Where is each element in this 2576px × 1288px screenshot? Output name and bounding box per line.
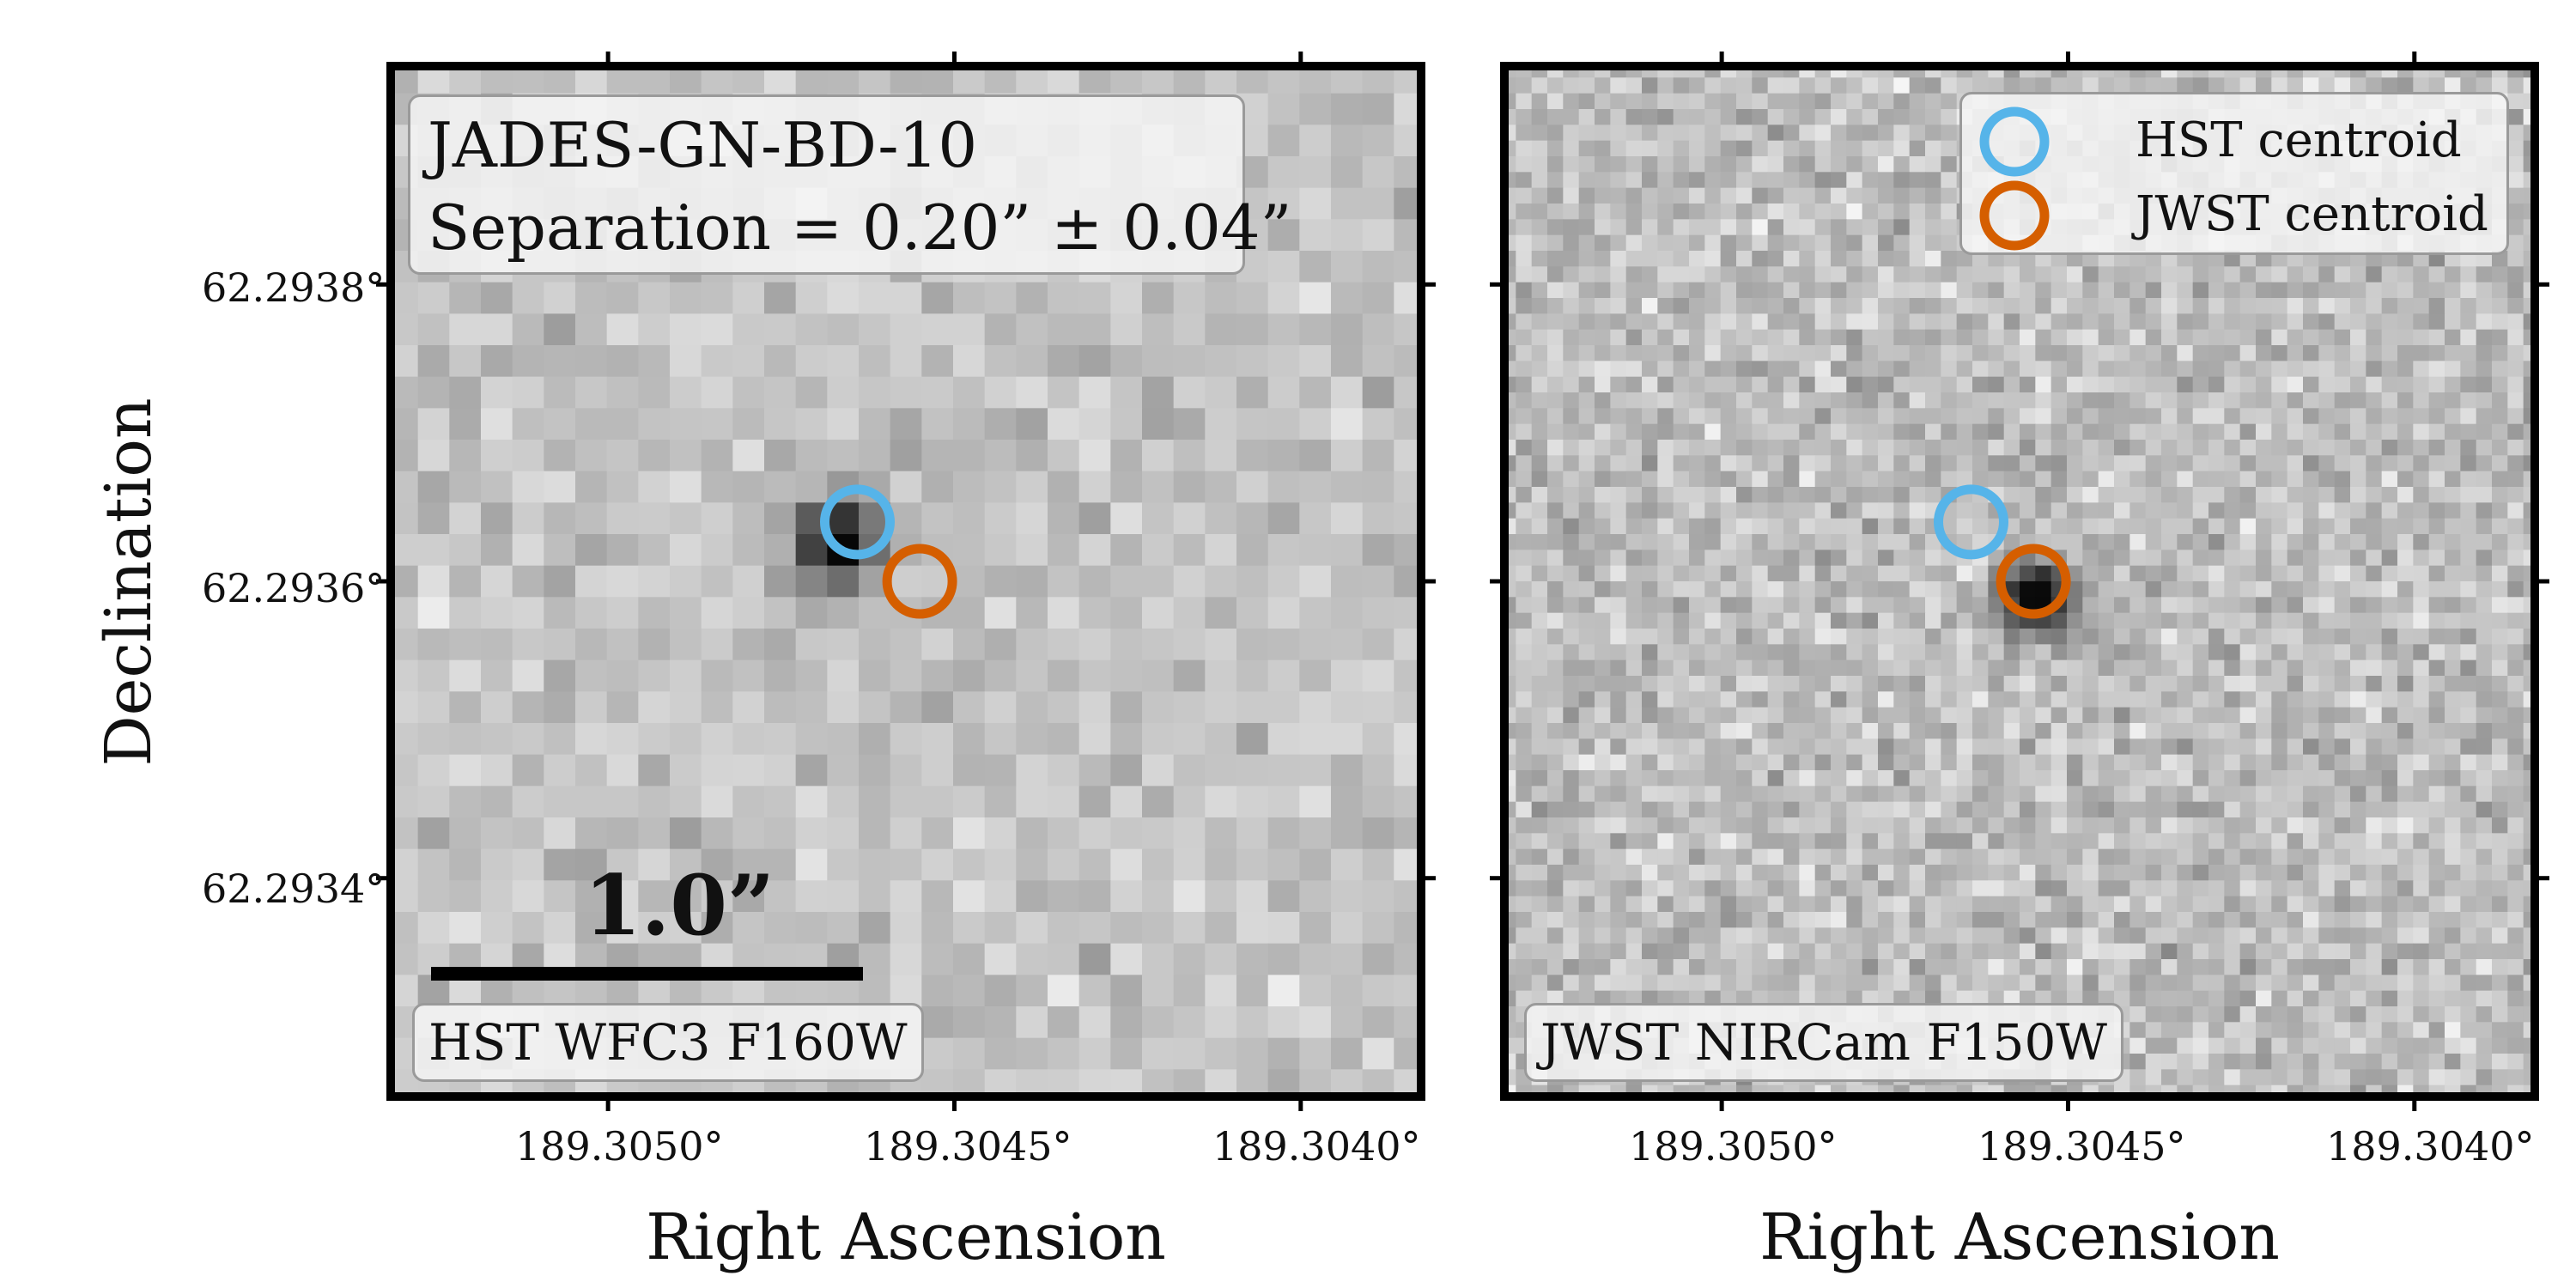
scalebar-label: 1.0” [584,857,775,954]
legend-label-jwst: JWST centroid [2136,186,2488,242]
hst-centroid-marker-icon [1979,106,2050,177]
x-tick-label: 189.3040° [2326,1123,2535,1170]
y-tick-label: 62.2934° [202,866,386,912]
jwst-centroid-marker [1996,544,2071,619]
y-tick-label: 62.2938° [202,264,386,311]
x-tick-label: 189.3050° [515,1123,724,1170]
x-tick-label: 189.3045° [1978,1123,2186,1170]
hst-centroid-marker [820,484,895,560]
jwst-centroid-marker [882,544,957,619]
hst-instrument-label: HST WFC3 F160W [412,1003,924,1082]
jwst-centroid-marker-icon [1979,180,2050,251]
jwst-instrument-label: JWST NIRCam F150W [1524,1003,2124,1082]
x-tick-label: 189.3050° [1629,1123,1838,1170]
scalebar [431,967,863,981]
x-axis-title-right: Right Ascension [1759,1200,2280,1274]
y-axis-title: Declination [92,398,166,767]
separation-text: Separation = 0.20” ± 0.04” [428,191,1292,264]
title-box: JADES-GN-BD-10 Separation = 0.20” ± 0.04… [408,94,1292,275]
x-tick-label: 189.3045° [864,1123,1072,1170]
legend-label-hst: HST centroid [2136,112,2462,168]
object-name: JADES-GN-BD-10 [428,109,978,181]
x-tick-label: 189.3040° [1212,1123,1421,1170]
y-tick-label: 62.2936° [202,565,386,611]
legend: HST centroid JWST centroid [1959,92,2509,255]
hst-centroid-marker [1934,484,2008,560]
x-axis-title-left: Right Ascension [646,1200,1166,1274]
